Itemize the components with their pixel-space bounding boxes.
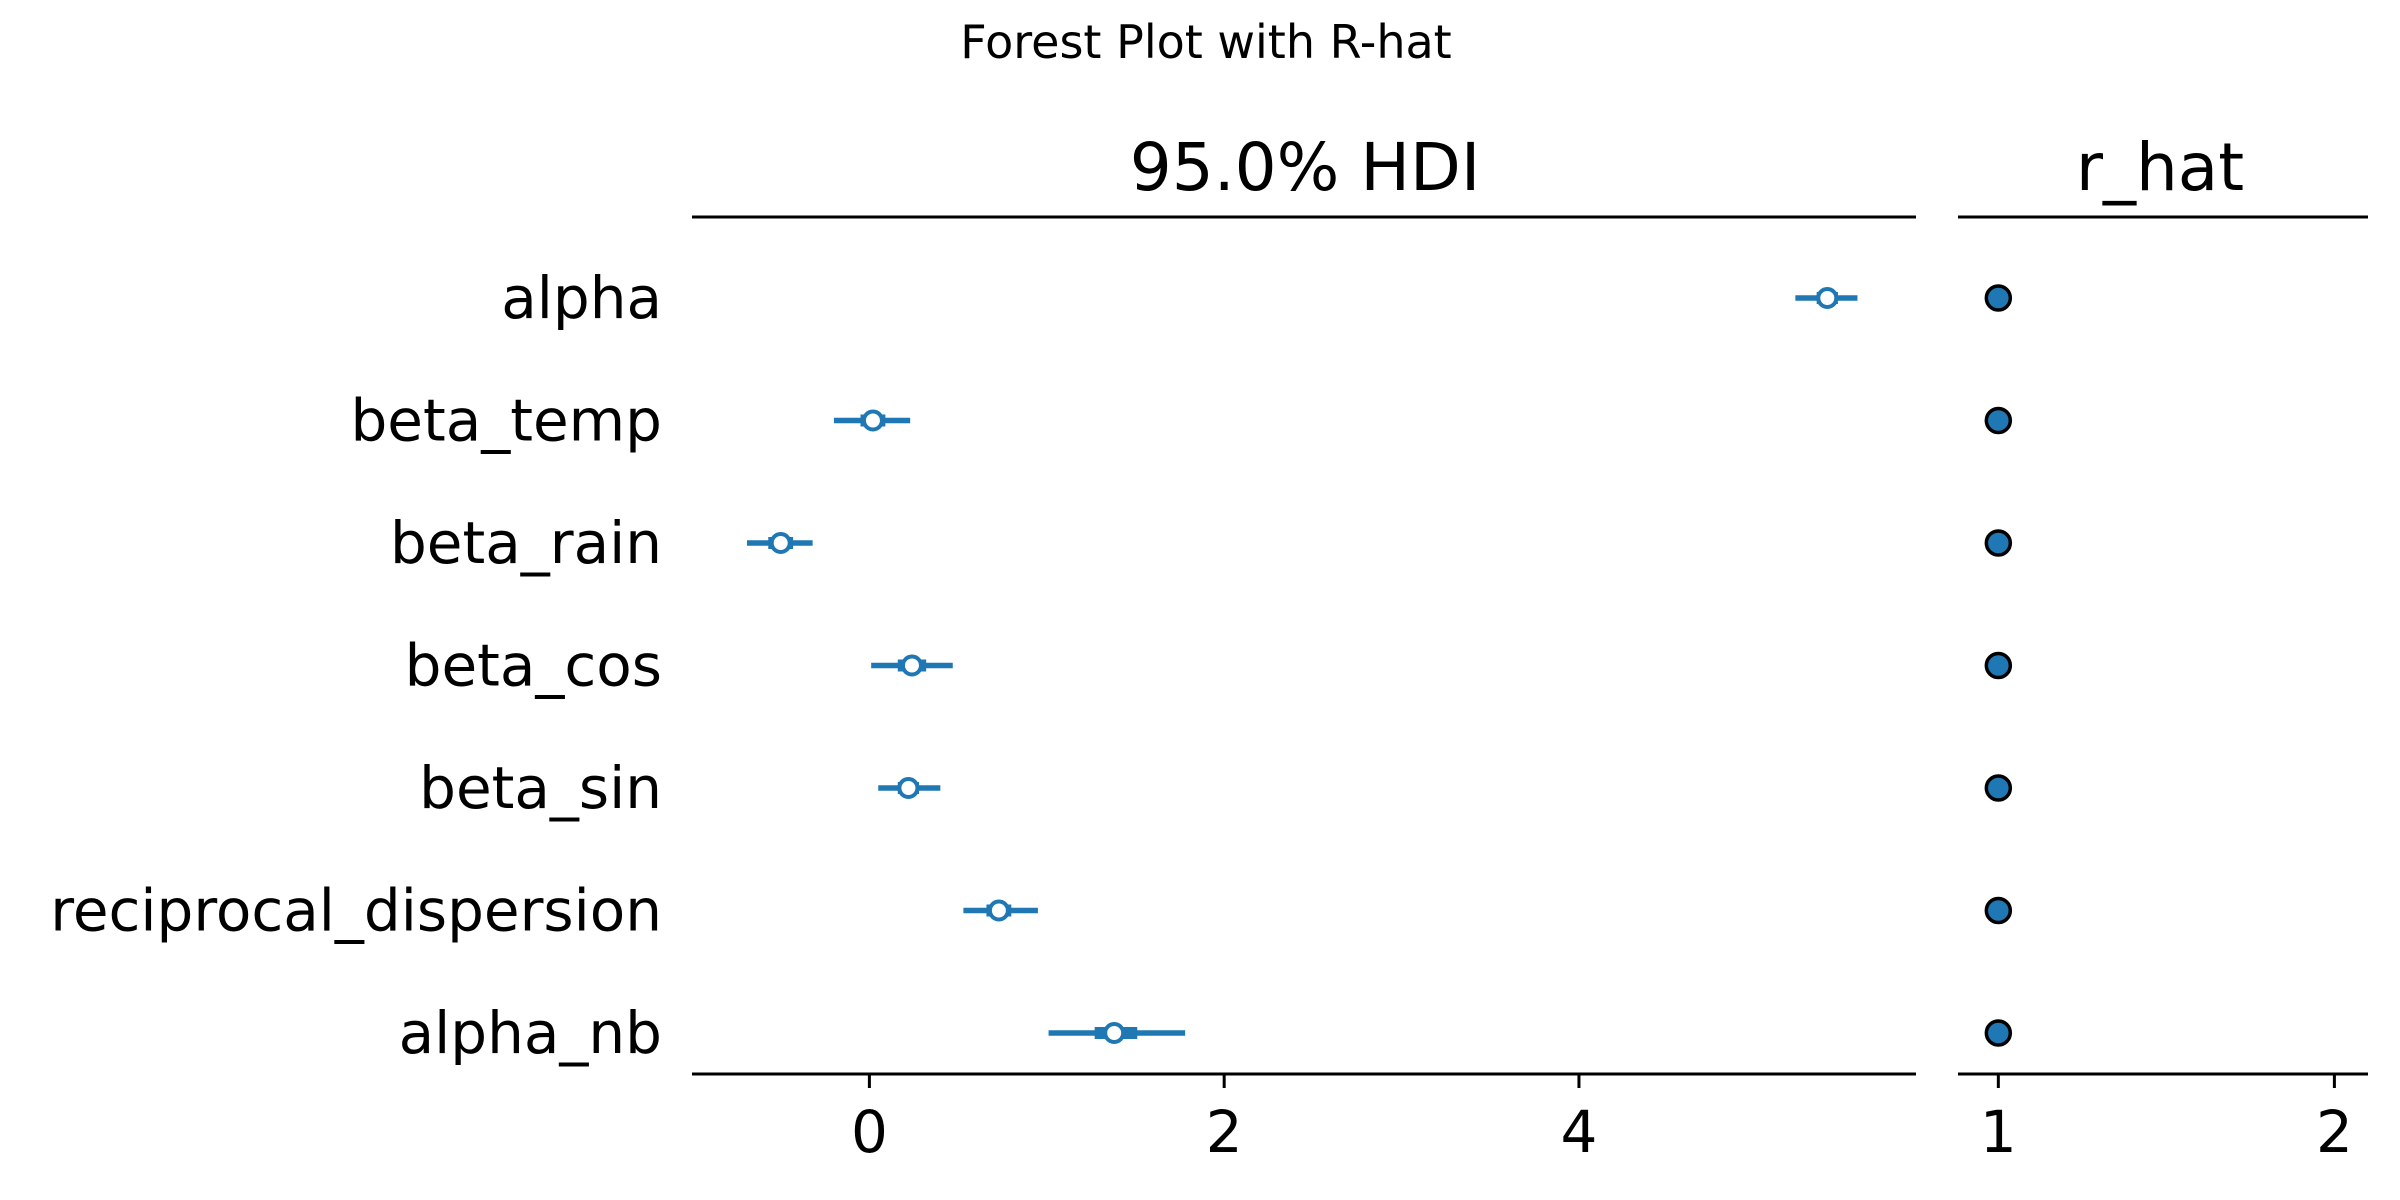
rhat-point (1984, 1019, 2013, 1047)
variable-label: alpha (501, 264, 662, 332)
chart-title: Forest Plot with R-hat (960, 15, 1451, 69)
variable-label: beta_rain (390, 509, 662, 577)
variable-labels: alpha beta_temp beta_rain beta_cos beta_sinr… (50, 264, 662, 1067)
rhat-point (1984, 774, 2013, 802)
mean-point (987, 899, 1010, 922)
rhat-x-tick-label: 2 (2316, 1098, 2353, 1166)
rhat-points (1984, 284, 2013, 1047)
rhat-x-tick-label: 1 (1980, 1098, 2017, 1166)
variable-label: beta_temp (350, 387, 662, 455)
hdi-panel-title: 95.0% HDI (1130, 129, 1481, 206)
rhat-panel-title: r_hat (2076, 129, 2244, 206)
hdi-x-ticks: 0 2 4 (851, 1074, 1597, 1166)
variable-label: beta_sin (419, 754, 662, 822)
rhat-point (1984, 406, 2013, 435)
rhat-point (1984, 651, 2013, 680)
hdi-intervals (746, 287, 1858, 1044)
mean-point (861, 409, 884, 432)
mean-point (897, 777, 920, 799)
variable-label: reciprocal_dispersion (50, 877, 662, 945)
rhat-point (1984, 896, 2013, 925)
mean-point (769, 532, 792, 554)
rhat-point (1984, 529, 2013, 557)
variable-label: beta_cos (405, 632, 662, 700)
variable-label: alpha_nb (399, 999, 662, 1067)
hdi-x-tick-label: 4 (1561, 1098, 1598, 1166)
mean-point (1103, 1022, 1126, 1044)
hdi-x-tick-label: 2 (1206, 1098, 1243, 1166)
rhat-point (1984, 284, 2013, 312)
hdi-x-tick-label: 0 (851, 1098, 888, 1166)
mean-point (900, 654, 923, 677)
mean-point (1816, 287, 1839, 309)
